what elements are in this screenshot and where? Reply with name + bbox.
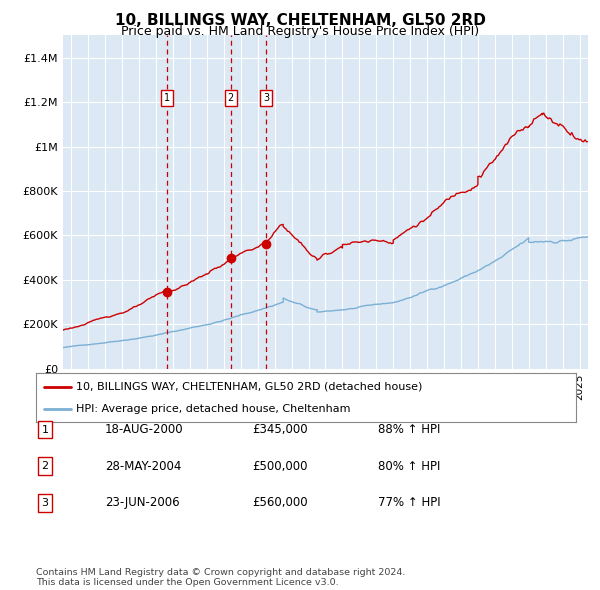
- Text: 18-AUG-2000: 18-AUG-2000: [105, 423, 184, 436]
- Text: 1: 1: [164, 93, 170, 103]
- Text: 3: 3: [41, 498, 49, 507]
- Text: £560,000: £560,000: [252, 496, 308, 509]
- Text: 10, BILLINGS WAY, CHELTENHAM, GL50 2RD: 10, BILLINGS WAY, CHELTENHAM, GL50 2RD: [115, 13, 485, 28]
- Text: £345,000: £345,000: [252, 423, 308, 436]
- Text: 2: 2: [228, 93, 234, 103]
- Text: Price paid vs. HM Land Registry's House Price Index (HPI): Price paid vs. HM Land Registry's House …: [121, 25, 479, 38]
- Text: 23-JUN-2006: 23-JUN-2006: [105, 496, 179, 509]
- Text: 80% ↑ HPI: 80% ↑ HPI: [378, 460, 440, 473]
- Text: Contains HM Land Registry data © Crown copyright and database right 2024.
This d: Contains HM Land Registry data © Crown c…: [36, 568, 406, 587]
- Text: 10, BILLINGS WAY, CHELTENHAM, GL50 2RD (detached house): 10, BILLINGS WAY, CHELTENHAM, GL50 2RD (…: [77, 382, 423, 392]
- Text: £500,000: £500,000: [252, 460, 308, 473]
- Text: 77% ↑ HPI: 77% ↑ HPI: [378, 496, 440, 509]
- Text: 3: 3: [263, 93, 269, 103]
- Text: 28-MAY-2004: 28-MAY-2004: [105, 460, 181, 473]
- Text: HPI: Average price, detached house, Cheltenham: HPI: Average price, detached house, Chel…: [77, 404, 351, 414]
- Text: 2: 2: [41, 461, 49, 471]
- Text: 88% ↑ HPI: 88% ↑ HPI: [378, 423, 440, 436]
- Text: 1: 1: [41, 425, 49, 434]
